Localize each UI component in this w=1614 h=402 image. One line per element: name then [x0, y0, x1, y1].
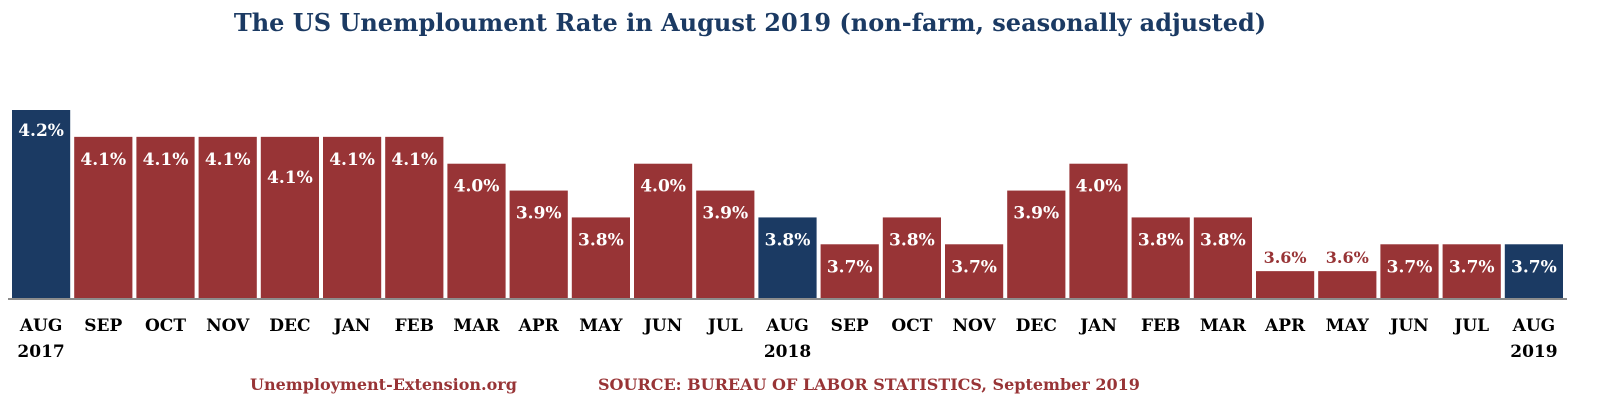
bar-18 [1069, 163, 1128, 298]
x-tick-label-1: AUG [19, 316, 63, 336]
bar-11 [634, 163, 693, 298]
data-label-4: 4.1% [205, 150, 251, 170]
bar-10 [571, 217, 630, 298]
bar-3 [136, 136, 195, 298]
data-label-5: 4.1% [267, 168, 313, 188]
x-tick-year-25: 2019 [1510, 342, 1557, 362]
bar-24 [1442, 244, 1501, 298]
x-tick-label-2: SEP [84, 316, 122, 336]
bar-2 [74, 136, 133, 298]
x-tick-label-5: DEC [269, 316, 310, 336]
bar-22 [1318, 271, 1377, 298]
data-label-2: 4.1% [80, 150, 126, 170]
bar-23 [1380, 244, 1439, 298]
x-tick-label-4: NOV [206, 316, 250, 336]
data-label-20: 3.8% [1200, 230, 1246, 250]
data-label-8: 4.0% [454, 177, 500, 197]
bar-15 [882, 217, 941, 298]
bar-9 [509, 190, 568, 298]
x-tick-label-20: MAR [1200, 316, 1247, 336]
x-tick-label-21: APR [1264, 316, 1306, 336]
x-tick-labels-group: AUG 2017 SEP OCT NOV DEC JAN FEB MAR APR MAY JUN JUL… [17, 316, 1557, 362]
data-label-21: 3.6% [1264, 248, 1307, 267]
data-label-14: 3.7% [827, 257, 873, 277]
data-label-23: 3.7% [1387, 257, 1433, 277]
x-tick-label-8: MAR [453, 316, 500, 336]
x-tick-label-12: JUL [706, 316, 743, 336]
bar-21 [1256, 271, 1315, 298]
data-label-25: 3.7% [1511, 257, 1557, 277]
x-tick-label-10: MAY [579, 316, 623, 336]
data-label-11: 4.0% [640, 177, 686, 197]
data-label-16: 3.7% [951, 257, 997, 277]
x-tick-label-18: JAN [1078, 316, 1117, 336]
bar-4 [198, 136, 257, 298]
x-tick-label-3: OCT [145, 316, 186, 336]
x-tick-label-7: FEB [395, 316, 434, 336]
data-label-22: 3.6% [1326, 248, 1369, 267]
bar-12 [696, 190, 755, 298]
bar-17 [1007, 190, 1066, 298]
bar-1 [12, 110, 71, 298]
bar-13 [758, 217, 817, 298]
data-labels-group: 4.2% 4.1% 4.1% 4.1% 4.1% 4.1% 4.1% 4.0% 3.9% 3.8%… [18, 121, 1557, 277]
x-tick-label-25: AUG [1512, 316, 1556, 336]
data-label-10: 3.8% [578, 230, 624, 250]
data-label-12: 3.9% [702, 204, 748, 224]
x-tick-year-13: 2018 [764, 342, 811, 362]
data-label-13: 3.8% [765, 230, 811, 250]
x-tick-label-11: JUN [642, 316, 682, 336]
x-tick-label-6: JAN [332, 316, 371, 336]
bar-25 [1504, 244, 1563, 298]
x-tick-year-1: 2017 [17, 342, 64, 362]
x-tick-label-13: AUG [765, 316, 809, 336]
x-tick-label-17: DEC [1016, 316, 1057, 336]
data-label-15: 3.8% [889, 230, 935, 250]
footer-source: SOURCE: BUREAU OF LABOR STATISTICS, Sept… [598, 375, 1140, 394]
bar-7 [385, 136, 444, 298]
x-tick-label-24: JUL [1452, 316, 1489, 336]
data-label-1: 4.2% [18, 121, 64, 141]
data-label-19: 3.8% [1138, 230, 1184, 250]
x-tick-label-14: SEP [831, 316, 869, 336]
data-label-17: 3.9% [1013, 204, 1059, 224]
bar-16 [945, 244, 1004, 298]
x-tick-label-23: JUN [1388, 316, 1428, 336]
data-label-24: 3.7% [1449, 257, 1495, 277]
data-label-9: 3.9% [516, 204, 562, 224]
footer-site: Unemployment-Extension.org [250, 375, 517, 394]
bar-20 [1193, 217, 1252, 298]
x-tick-label-16: NOV [952, 316, 996, 336]
data-label-7: 4.1% [391, 150, 437, 170]
x-tick-label-15: OCT [891, 316, 932, 336]
x-tick-label-19: FEB [1141, 316, 1180, 336]
bars-group [12, 110, 1563, 298]
x-tick-label-9: APR [518, 316, 560, 336]
data-label-6: 4.1% [329, 150, 375, 170]
bar-14 [820, 244, 879, 298]
data-label-18: 4.0% [1076, 177, 1122, 197]
bar-5 [260, 136, 319, 298]
data-label-3: 4.1% [143, 150, 189, 170]
bar-19 [1131, 217, 1190, 298]
x-tick-label-22: MAY [1326, 316, 1370, 336]
bar-6 [323, 136, 382, 298]
bar-8 [447, 163, 506, 298]
chart-title: The US Unemploument Rate in August 2019 … [233, 8, 1267, 37]
